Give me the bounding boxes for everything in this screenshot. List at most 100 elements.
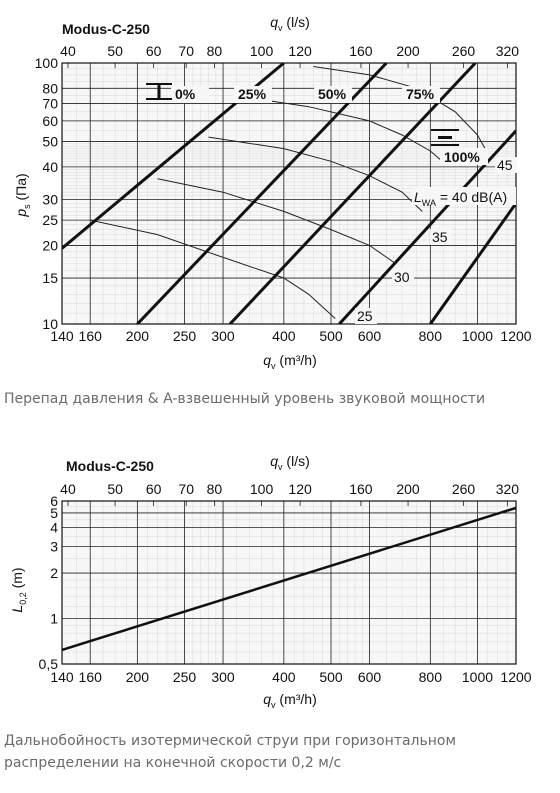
x-top-tick-label: 160 (349, 43, 373, 59)
chart2-caption-line1: Дальнобойность изотермической струи при … (4, 733, 457, 749)
x-tick-label: 1000 (462, 328, 493, 344)
chart1-caption: Перепад давления & A-взвешенный уровень … (4, 391, 486, 407)
x-tick-label: 300 (211, 669, 235, 685)
x-tick-label: 250 (173, 669, 197, 685)
x-tick-label: 500 (319, 328, 343, 344)
x-top-tick-label: 70 (178, 43, 194, 59)
sound-label-bg (430, 229, 452, 245)
x-top-tick-label: 100 (250, 43, 274, 59)
chart-title-1: Modus-C-250 (62, 21, 150, 37)
sound-curve-35 (208, 136, 423, 212)
sound-label-bg (412, 187, 516, 205)
x-tick-label: 400 (272, 328, 296, 344)
sound-label-bg (392, 269, 414, 285)
x-tick-label: 600 (358, 669, 382, 685)
damper-line-100 (429, 202, 516, 324)
plot-frame-2 (61, 500, 517, 665)
y-tick-label: 5 (50, 505, 58, 521)
chart2-caption-line2: распределении на конечной скорости 0,2 м… (4, 755, 342, 771)
sound-label-bg (495, 157, 517, 173)
sound-label-bg (355, 308, 377, 324)
x-top-tick-label: 320 (496, 43, 520, 59)
damper-label-bg (234, 86, 272, 103)
x-top-axis-label-2: qv (l/s) (270, 453, 310, 472)
chart-title-2: Modus-C-250 (66, 458, 154, 474)
sound-curve-30 (157, 178, 397, 265)
x-tick-label: 400 (272, 669, 296, 685)
chart2-caption: Дальнобойность изотермической струи при … (4, 730, 456, 774)
y-tick-label: 30 (42, 191, 58, 207)
x-top-tick-label: 200 (396, 481, 420, 497)
x-top-tick-label: 40 (60, 43, 76, 59)
y-tick-label: 15 (42, 270, 58, 286)
x-tick-label: 1200 (500, 669, 531, 685)
x-top-tick-label: 120 (288, 43, 312, 59)
y-tick-label: 6 (50, 493, 58, 509)
plot-area-2 (62, 501, 516, 664)
damper-label-bg (440, 148, 488, 165)
x-top-tick-label: 50 (107, 481, 123, 497)
x-tick-label: 160 (79, 328, 103, 344)
y-tick-label: 4 (50, 520, 58, 536)
damper-label-50%: 50% (318, 86, 347, 102)
y-tick-label: 0,5 (39, 656, 59, 672)
x-top-tick-label: 70 (178, 481, 194, 497)
x-tick-label: 200 (126, 328, 150, 344)
throw-line (61, 506, 517, 652)
x-top-tick-label: 40 (60, 481, 76, 497)
x-tick-label: 160 (79, 669, 103, 685)
y-tick-label: 60 (42, 113, 58, 129)
x-top-tick-label: 50 (107, 43, 123, 59)
y-axis-label-1: ps (Па) (13, 173, 32, 217)
x-top-tick-label: 160 (349, 481, 373, 497)
x-top-tick-label: 200 (396, 43, 420, 59)
y-tick-label: 25 (42, 212, 58, 228)
x-top-tick-label: 260 (452, 43, 476, 59)
y-tick-label: 2 (50, 565, 58, 581)
sound-label-30: 30 (394, 269, 410, 285)
x-tick-label: 250 (173, 328, 197, 344)
x-tick-label: 500 (319, 669, 343, 685)
y-tick-label: 50 (42, 134, 58, 150)
y-axis-label-2: L0,2 (m) (9, 567, 28, 612)
x-tick-label: 140 (50, 328, 74, 344)
x-tick-label: 1000 (462, 669, 493, 685)
x-axis-label-1: qv (m³/h) (263, 352, 317, 371)
y-tick-label: 80 (42, 80, 58, 96)
x-tick-label: 800 (419, 669, 443, 685)
y-tick-label: 10 (42, 316, 58, 332)
x-top-tick-label: 60 (146, 481, 162, 497)
x-top-tick-label: 320 (496, 481, 520, 497)
sound-label-25: 25 (357, 308, 373, 324)
x-top-tick-label: 60 (146, 43, 162, 59)
x-tick-label: 200 (126, 669, 150, 685)
sound-label-35: 35 (432, 229, 448, 245)
y-tick-label: 40 (42, 159, 58, 175)
x-tick-label: 600 (358, 328, 382, 344)
damper-label-75%: 75% (406, 86, 435, 102)
y-tick-label: 3 (50, 538, 58, 554)
damper-label-0%: 0% (175, 86, 196, 102)
pressure-drop-chart: 140 160 200 250 300 400 500 600 800 1000 1200 40 50 6… (13, 14, 532, 371)
x-top-tick-label: 80 (207, 481, 223, 497)
x-tick-label: 1200 (500, 328, 531, 344)
damper-label-bg (314, 86, 352, 103)
x-top-tick-label: 80 (207, 43, 223, 59)
damper-label-bg (171, 86, 209, 103)
damper-line-50% (228, 63, 477, 324)
damper-label-100: 100% (444, 149, 480, 165)
x-axis-label-2: qv (m³/h) (263, 691, 317, 710)
x-tick-label: 140 (50, 669, 74, 685)
x-top-tick-label: 100 (250, 481, 274, 497)
sound-curve-40 (255, 98, 446, 165)
y-tick-label: 100 (35, 55, 59, 71)
x-top-axis-label-1: qv (l/s) (270, 14, 310, 33)
damper-line-25% (136, 63, 388, 324)
sound-label-40: LWA = 40 dB(A) (414, 189, 507, 208)
x-tick-label: 800 (419, 328, 443, 344)
x-tick-label: 300 (211, 328, 235, 344)
sound-curve-25 (90, 219, 336, 319)
throw-chart: 140 160 200 250 300 400 500 600 800 1000 1200 40 50 6… (9, 453, 532, 710)
damper-label-bg (402, 86, 440, 103)
x-top-tick-label: 260 (452, 481, 476, 497)
